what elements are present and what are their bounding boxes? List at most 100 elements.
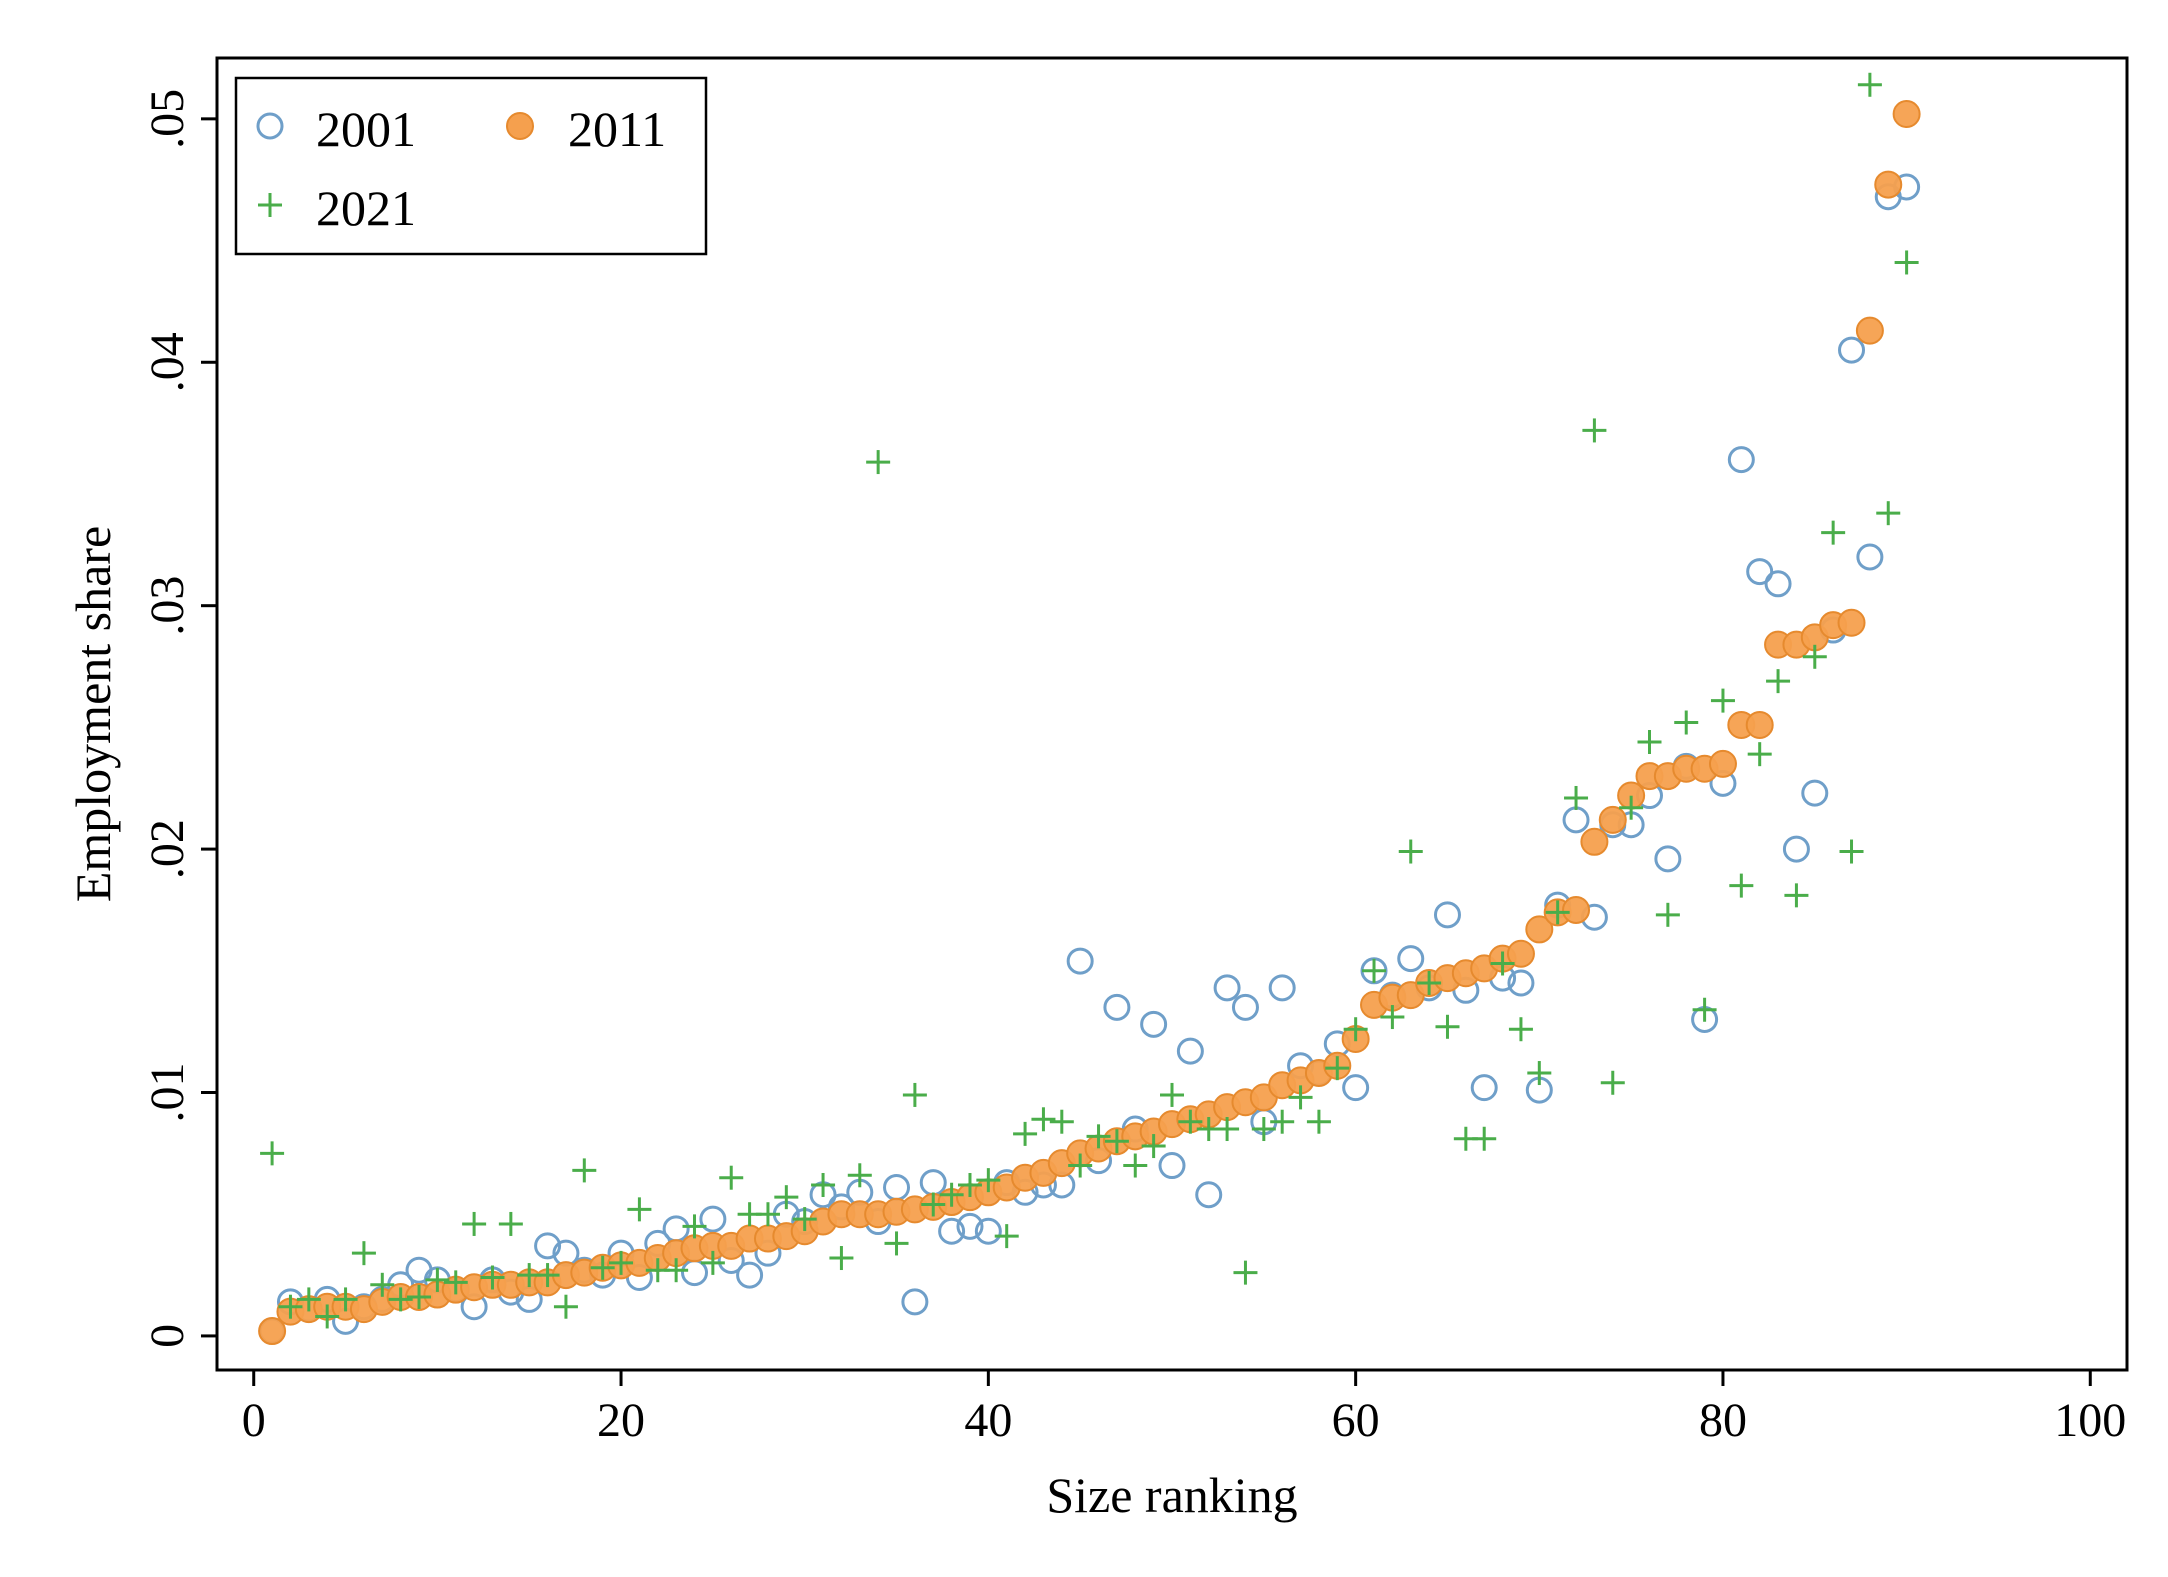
point-2001	[974, 1217, 1002, 1245]
point-2011	[1525, 915, 1554, 944]
point-2021	[370, 1272, 395, 1297]
x-tick-label: 100	[2054, 1394, 2126, 1447]
point-2021	[609, 1250, 634, 1275]
point-2021	[1343, 1017, 1368, 1042]
point-2021	[700, 1250, 725, 1275]
point-2021	[1692, 997, 1717, 1022]
point-2021	[1619, 795, 1644, 820]
point-2011	[1580, 827, 1609, 856]
legend-box	[234, 76, 708, 256]
point-2011	[1745, 710, 1774, 739]
point-2021	[774, 1185, 799, 1210]
point-2011	[1506, 939, 1535, 968]
point-2001	[938, 1217, 966, 1245]
x-tick-label: 80	[1699, 1394, 1747, 1447]
point-2021	[1894, 250, 1919, 275]
point-2001	[956, 1212, 984, 1240]
point-2021	[1545, 900, 1570, 925]
point-2021	[260, 1141, 285, 1166]
point-2021	[462, 1211, 487, 1236]
point-2021	[1049, 1109, 1074, 1134]
point-2021	[994, 1224, 1019, 1249]
point-2021	[939, 1182, 964, 1207]
point-2021	[1306, 1109, 1331, 1134]
point-2021	[976, 1168, 1001, 1193]
point-2001	[1727, 446, 1755, 474]
x-tick-label: 40	[964, 1394, 1012, 1447]
point-2011	[1562, 895, 1591, 924]
point-2021	[1821, 520, 1846, 545]
point-2021	[921, 1192, 946, 1217]
point-2001	[1654, 845, 1682, 873]
point-2001	[1782, 835, 1810, 863]
point-2021	[1435, 1014, 1460, 1039]
point-2021	[957, 1173, 982, 1198]
point-2021	[1729, 873, 1754, 898]
point-2021	[1564, 785, 1589, 810]
point-2021	[1068, 1153, 1093, 1178]
point-2021	[682, 1214, 707, 1239]
point-2021	[902, 1082, 927, 1107]
point-2001	[1158, 1152, 1186, 1180]
y-tick-label: 0	[141, 1324, 194, 1348]
point-2021	[1013, 1121, 1038, 1146]
legend-marker-2001	[256, 112, 284, 140]
point-2021	[1123, 1153, 1148, 1178]
point-2021	[1178, 1109, 1203, 1134]
point-2021	[425, 1267, 450, 1292]
y-axis-title: Employment share	[65, 526, 121, 902]
legend-marker-2011	[506, 112, 534, 140]
point-2001	[1195, 1181, 1223, 1209]
point-2021	[1417, 970, 1442, 995]
point-2021	[1876, 501, 1901, 526]
point-2021	[333, 1287, 358, 1312]
point-2021	[627, 1197, 652, 1222]
y-axis: 0 .01 .02 .03 .04 .05	[141, 89, 217, 1348]
point-2021	[1766, 669, 1791, 694]
point-2001	[736, 1261, 764, 1289]
point-2011	[1874, 170, 1903, 199]
point-2001	[1801, 779, 1829, 807]
y-tick-label: .01	[141, 1063, 194, 1123]
point-2021	[388, 1287, 413, 1312]
point-2021	[590, 1255, 615, 1280]
y-tick-label: .02	[141, 819, 194, 879]
point-2021	[664, 1258, 689, 1283]
point-2021	[1600, 1070, 1625, 1095]
point-2021	[572, 1158, 597, 1183]
point-2001	[1066, 947, 1094, 975]
point-2021	[1857, 72, 1882, 97]
point-2021	[315, 1304, 340, 1329]
legend-label-2021: 2021	[316, 180, 416, 236]
point-2011	[258, 1317, 287, 1346]
point-2021	[1784, 883, 1809, 908]
point-2011	[1708, 749, 1737, 778]
point-2021	[407, 1284, 432, 1309]
legend-label-2011: 2011	[568, 101, 666, 157]
point-2001	[1433, 901, 1461, 929]
point-2021	[1710, 688, 1735, 713]
point-2001	[699, 1205, 727, 1233]
point-2011	[1855, 316, 1884, 345]
point-2001	[1231, 993, 1259, 1021]
point-2001	[1856, 543, 1884, 571]
point-2021	[1325, 1056, 1350, 1081]
point-2001	[1176, 1037, 1204, 1065]
point-2021	[480, 1265, 505, 1290]
point-2021	[1655, 902, 1680, 927]
point-2021	[443, 1270, 468, 1295]
point-2021	[1104, 1129, 1129, 1154]
point-2021	[1508, 1017, 1533, 1042]
point-2011	[1892, 99, 1921, 128]
point-2021	[535, 1263, 560, 1288]
point-2021	[1674, 710, 1699, 735]
x-tick-label: 60	[1332, 1394, 1380, 1447]
legend-marker-2021	[258, 193, 282, 217]
point-2021	[1637, 729, 1662, 754]
point-2021	[811, 1173, 836, 1198]
x-tick-label: 20	[597, 1394, 645, 1447]
point-2021	[719, 1165, 744, 1190]
point-2021	[1288, 1085, 1313, 1110]
point-2001	[1268, 974, 1296, 1002]
